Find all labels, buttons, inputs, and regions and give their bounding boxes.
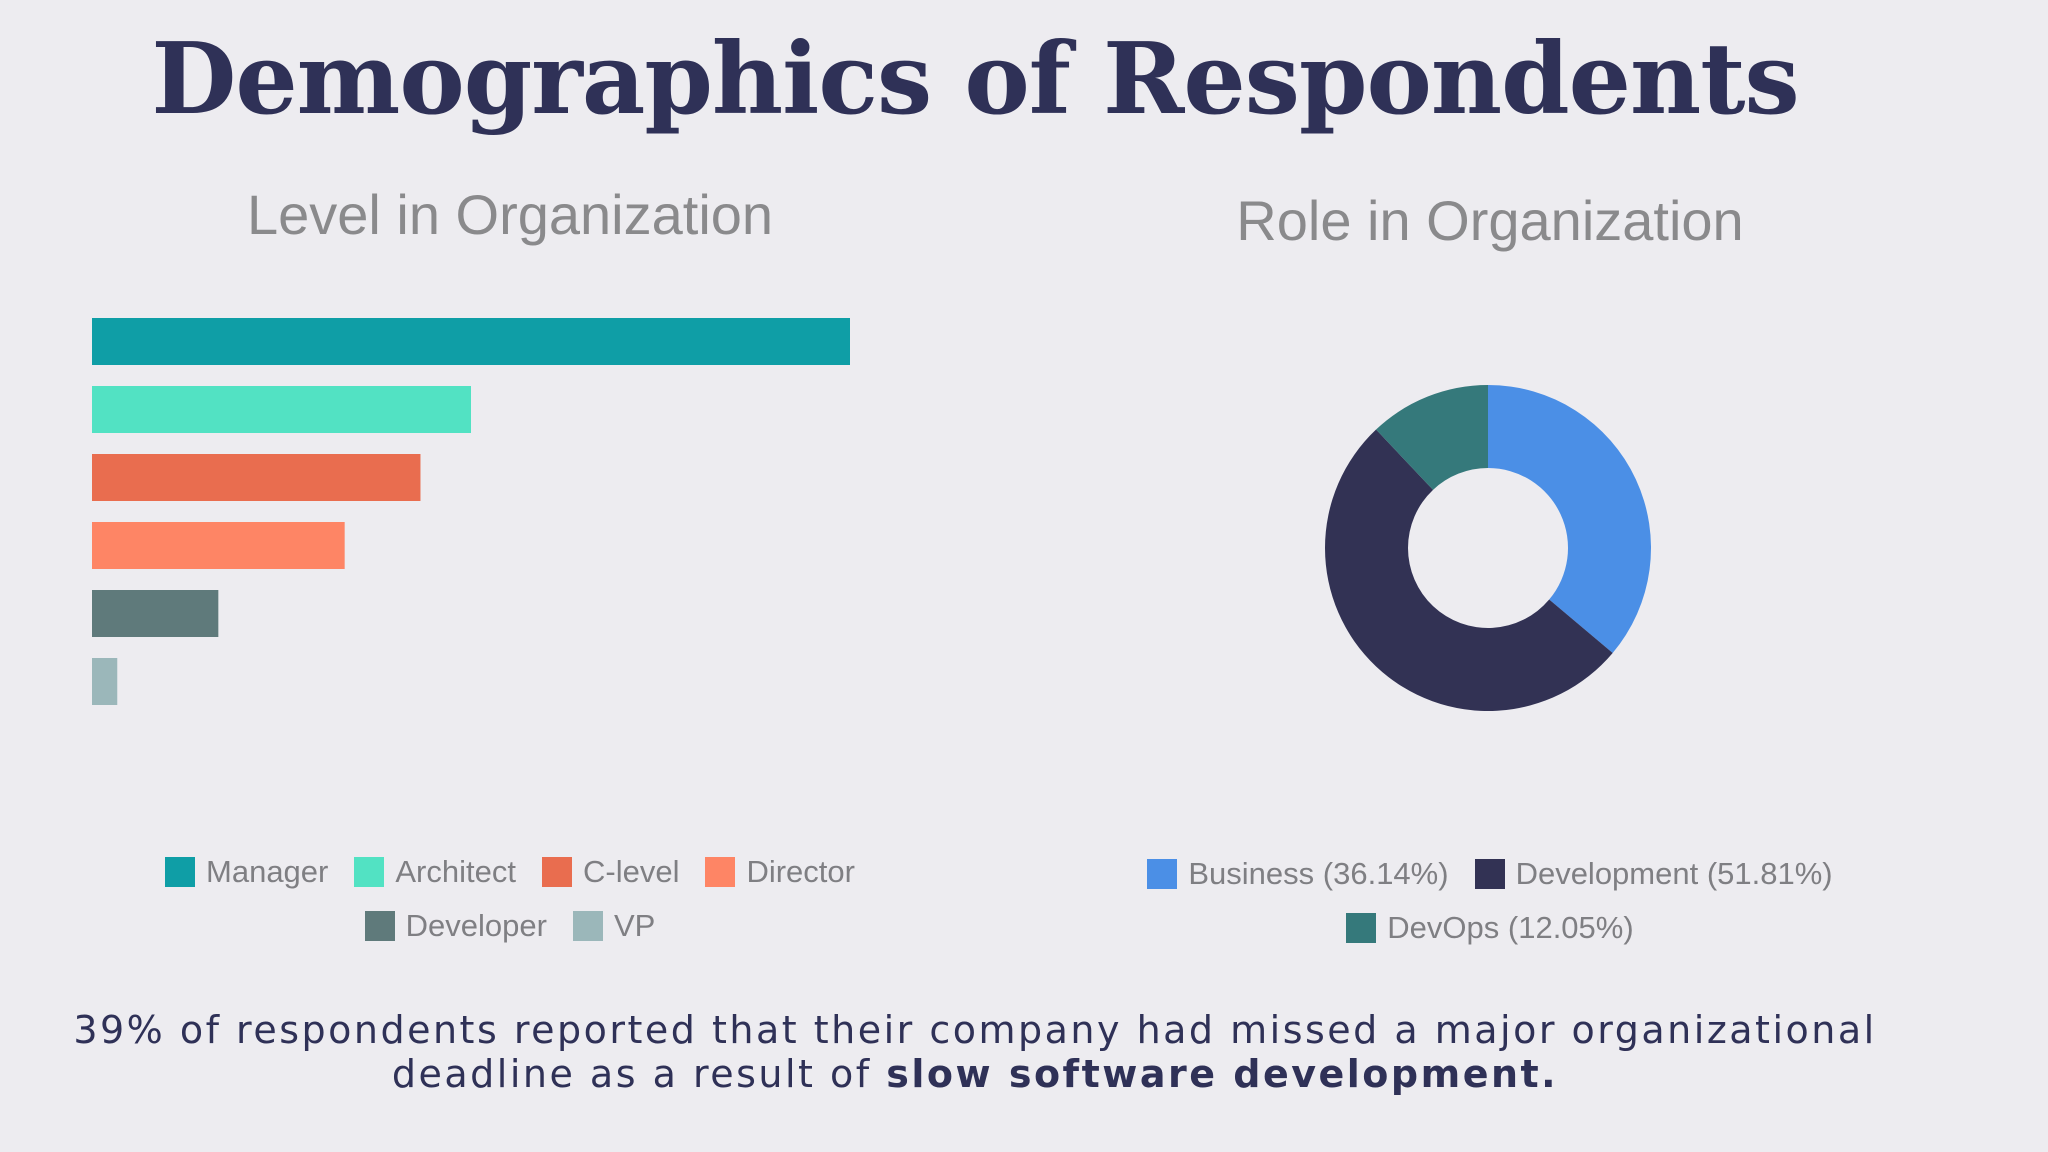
legend-label: VP <box>613 908 656 943</box>
footnote-lead: 39% of respondents reported that their c… <box>73 1008 1877 1096</box>
legend-swatch <box>1147 859 1178 889</box>
bar-c-level <box>92 454 421 501</box>
legend-label: C-level <box>582 854 680 889</box>
donut-legend-item-business-36-14: Business (36.14%) <box>1147 856 1449 892</box>
legend-label: Director <box>746 854 855 889</box>
legend-label: Development (51.81%) <box>1515 856 1833 891</box>
donut-chart-legend: Business (36.14%) Development (51.81%) Dev… <box>1120 856 1860 946</box>
bar-chart-legend: Manager Architect C-level Director Developer… <box>130 854 890 944</box>
donut-legend-item-development-51-81: Development (51.81%) <box>1474 856 1833 892</box>
legend-label: Architect <box>395 854 516 889</box>
legend-swatch <box>165 857 196 887</box>
footnote: 39% of respondents reported that their c… <box>60 1008 1890 1096</box>
legend-label: Manager <box>206 854 329 889</box>
legend-swatch <box>1346 913 1377 943</box>
donut-chart-title: Role in Organization <box>1236 189 1744 252</box>
slice-business <box>1488 385 1651 654</box>
legend-swatch <box>354 857 385 887</box>
legend-swatch <box>705 857 736 887</box>
bar-legend-item-c-level: C-level <box>541 854 680 890</box>
legend-swatch <box>1474 859 1505 889</box>
bar-chart <box>92 318 850 705</box>
bar-legend-item-director: Director <box>705 854 855 890</box>
bar-manager <box>92 318 850 365</box>
bar-legend-item-architect: Architect <box>354 854 516 890</box>
legend-label: DevOps (12.05%) <box>1387 910 1634 945</box>
slice-devops <box>1376 385 1488 490</box>
bar-legend-item-vp: VP <box>572 908 656 944</box>
donut-legend-item-devops-12-05: DevOps (12.05%) <box>1346 910 1634 946</box>
bar-developer <box>92 590 219 637</box>
page-title: Demographics of Respondents <box>151 22 1799 137</box>
bar-legend-item-manager: Manager <box>165 854 328 890</box>
footnote-emphasis: slow software development. <box>886 1052 1559 1096</box>
legend-swatch <box>364 911 395 941</box>
legend-label: Business (36.14%) <box>1188 856 1449 891</box>
bar-architect <box>92 386 471 433</box>
slice-development <box>1325 429 1613 711</box>
bar-director <box>92 522 345 569</box>
legend-swatch <box>541 857 572 887</box>
bar-vp <box>92 658 118 705</box>
legend-swatch <box>572 911 603 941</box>
donut-chart <box>1325 385 1651 711</box>
legend-label: Developer <box>405 908 547 943</box>
bar-chart-title: Level in Organization <box>246 183 774 246</box>
bar-legend-item-developer: Developer <box>364 908 547 944</box>
